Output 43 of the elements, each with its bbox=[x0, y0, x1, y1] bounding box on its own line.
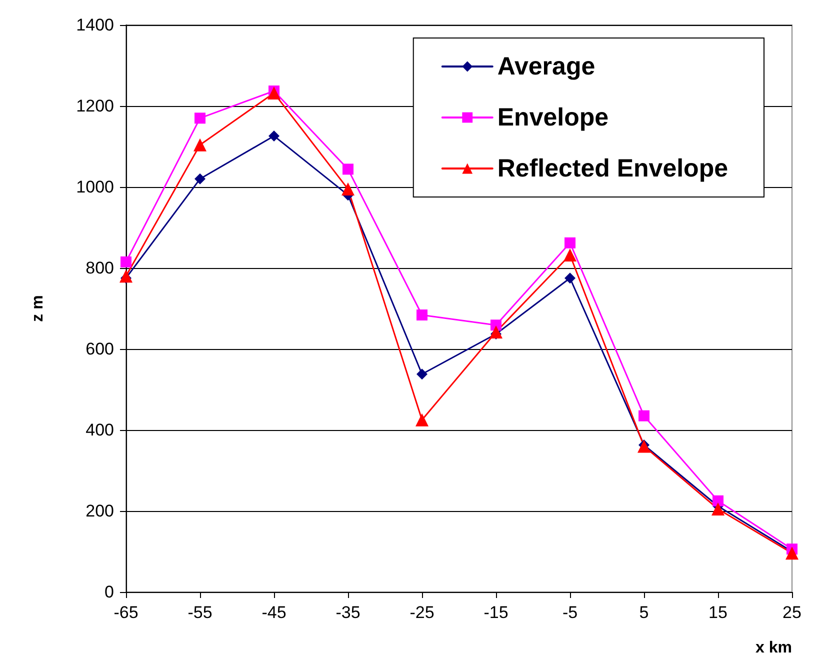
legend-label: Envelope bbox=[497, 104, 609, 132]
point bbox=[416, 368, 428, 380]
point bbox=[268, 130, 280, 142]
x-tick-label: -55 bbox=[188, 603, 212, 622]
y-tick-label: 1000 bbox=[76, 178, 114, 196]
legend-label: Reflected Envelope bbox=[497, 154, 728, 182]
x-tick-label: -65 bbox=[114, 603, 138, 622]
y-axis-title: z m bbox=[30, 295, 46, 322]
x-tick-label: -25 bbox=[410, 603, 434, 622]
y-tick-label: 0 bbox=[104, 582, 114, 602]
point bbox=[416, 309, 428, 320]
point bbox=[564, 248, 576, 262]
point bbox=[194, 112, 206, 124]
point bbox=[490, 325, 502, 338]
y-tick-label: 1200 bbox=[76, 96, 114, 116]
point bbox=[194, 138, 206, 152]
x-tick-label: 5 bbox=[639, 603, 649, 622]
point bbox=[342, 164, 354, 175]
y-tick-label: 1400 bbox=[76, 16, 114, 34]
point bbox=[786, 546, 798, 560]
x-tick-label: -35 bbox=[336, 603, 360, 622]
x-tick-label: 15 bbox=[708, 603, 728, 622]
y-tick-label: 600 bbox=[86, 340, 114, 358]
point bbox=[416, 413, 428, 426]
point bbox=[342, 182, 354, 196]
legend-label: Average bbox=[497, 52, 596, 80]
x-tick-label: -45 bbox=[262, 603, 286, 622]
point bbox=[564, 237, 576, 248]
x-axis-title: x km bbox=[756, 640, 792, 656]
point bbox=[638, 440, 650, 453]
x-tick-label: 25 bbox=[782, 603, 802, 622]
y-tick-label: 400 bbox=[86, 420, 114, 440]
point bbox=[194, 173, 206, 184]
point bbox=[564, 272, 576, 284]
y-tick-label: 200 bbox=[86, 502, 114, 520]
point bbox=[120, 270, 132, 283]
point bbox=[712, 495, 724, 506]
point bbox=[712, 502, 724, 516]
x-tick-label: -15 bbox=[484, 603, 508, 622]
point bbox=[638, 410, 650, 422]
point bbox=[268, 86, 280, 100]
y-tick-label: 800 bbox=[86, 258, 114, 278]
x-tick-label: -5 bbox=[562, 603, 578, 622]
